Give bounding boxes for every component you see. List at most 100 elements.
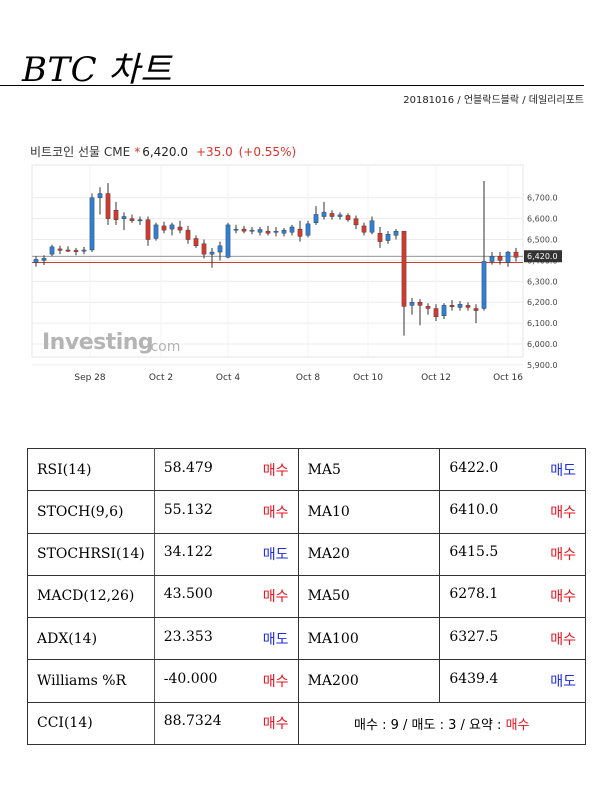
ma-value: 6439.4 [449, 671, 499, 688]
ma-name: MA50 [297, 574, 441, 619]
title-divider [0, 85, 584, 86]
y-tick-label: 6,200.0 [527, 298, 558, 307]
indicator-row: MACD(12,26) 43.500 매수 MA50 6278.1 매수 [27, 574, 586, 619]
y-tick-label: 5,900.0 [527, 361, 558, 370]
y-tick-label: 6,600.0 [527, 215, 558, 224]
candle-body [473, 308, 479, 311]
indicator-name: STOCHRSI(14) [27, 532, 155, 576]
ma-name: MA100 [297, 617, 441, 661]
x-tick-label: Oct 4 [216, 373, 240, 383]
indicator-name: RSI(14) [27, 447, 155, 492]
candle-body [377, 233, 383, 242]
indicator-row: STOCHRSI(14) 34.122 매도 MA20 6415.5 매수 [27, 532, 586, 576]
candle-body [65, 249, 71, 252]
indicator-row: STOCH(9,6) 55.132 매수 MA10 6410.0 매수 [27, 490, 586, 534]
ma-name: MA10 [297, 490, 441, 534]
candle-body [161, 225, 167, 231]
candle-body [345, 215, 351, 220]
plot-area [31, 164, 524, 358]
y-tick-label: 6,500.0 [527, 236, 558, 245]
indicator-name: STOCH(9,6) [27, 490, 155, 534]
y-tick-label: 6,000.0 [527, 340, 558, 349]
indicator-value: 43.500 [163, 586, 213, 603]
candlestick-chart: 6,700.06,600.06,500.06,400.06,300.06,200… [31, 164, 562, 383]
candle-body [361, 225, 367, 233]
ma-signal: 매수 [550, 631, 576, 648]
y-tick-label: 6,300.0 [527, 277, 558, 286]
candle-body [329, 213, 335, 217]
indicator-name: MACD(12,26) [27, 574, 155, 619]
instrument-price: 6,420.0 [142, 145, 188, 159]
candle-body [217, 245, 223, 253]
instrument-name: 비트코인 선물 CME [30, 145, 131, 159]
candle-body [465, 305, 471, 308]
candle-body [153, 224, 159, 239]
page-title: BTC 차트 [22, 50, 173, 90]
candles [33, 181, 519, 336]
x-tick-label: Oct 8 [296, 373, 320, 383]
indicator-row: ADX(14) 23.353 매도 MA100 6327.5 매수 [27, 617, 586, 661]
candle-body [73, 250, 79, 252]
ma-name: MA200 [297, 659, 441, 703]
candle-body [49, 246, 55, 255]
indicator-row-summary: CCI(14) 88.7324 매수 매수 : 9 / 매도 : 3 / 요약 :… [27, 701, 587, 746]
candle-body [137, 219, 143, 222]
indicator-name: CCI(14) [27, 701, 155, 746]
ma-value: 6410.0 [449, 501, 499, 518]
y-axis: 6,700.06,600.06,500.06,400.06,300.06,200… [524, 194, 562, 370]
ma-value: 6278.1 [449, 586, 499, 603]
candle-body [41, 258, 47, 261]
indicator-value: 55.132 [163, 501, 213, 518]
indicator-row: RSI(14) 58.479 매수 MA5 6422.0 매도 [27, 447, 586, 492]
candle-body [505, 251, 511, 263]
candle-body [265, 230, 271, 234]
current-price-label: 6,420.0 [527, 252, 558, 261]
ma-cell: 6415.5 매수 [439, 532, 586, 576]
current-price-tag [524, 250, 562, 263]
price-chart: 6,700.06,600.06,500.06,400.06,300.06,200… [28, 163, 576, 388]
ma-value: 6415.5 [449, 544, 499, 561]
indicator-value: 34.122 [163, 544, 213, 561]
indicator-cell: 55.132 매수 [153, 490, 299, 534]
indicator-signal: 매수 [262, 716, 289, 733]
candle-body [321, 212, 327, 217]
ma-name: MA20 [297, 532, 441, 576]
indicator-signal: 매수 [262, 462, 289, 479]
x-axis: Sep 28 Oct 2 Oct 4 Oct 8 Oct 10 Oct 12 Oct 16 [74, 373, 523, 383]
ma-signal: 매도 [550, 462, 576, 479]
indicator-cell: 58.479 매수 [153, 447, 299, 492]
candle-body [409, 302, 415, 306]
candle-body [305, 223, 311, 236]
signal-summary: 매수 : 9 / 매도 : 3 / 요약 : 매수 [297, 701, 587, 746]
candle-body [185, 229, 191, 240]
indicator-cell: 88.7324 매수 [153, 701, 299, 746]
candle-body [425, 306, 431, 309]
candle-body [121, 216, 127, 219]
candle-body [57, 248, 63, 251]
candle-body [313, 214, 319, 223]
candle-body [145, 219, 151, 240]
indicator-value: 23.353 [163, 628, 213, 645]
candle-body [369, 220, 375, 233]
ma-value: 6422.0 [449, 459, 499, 476]
candle-body [489, 256, 495, 262]
candle-body [257, 229, 263, 233]
candle-body [249, 229, 255, 232]
candle-body [457, 304, 463, 308]
candle-body [193, 238, 199, 246]
x-tick-label: Oct 2 [149, 373, 173, 383]
indicator-cell: 34.122 매도 [153, 532, 299, 576]
indicator-table-body: RSI(14) 58.479 매수 MA5 6422.0 매도 STOCH(9,6)… [27, 447, 587, 746]
x-tick-label: Oct 10 [353, 373, 383, 383]
x-tick-label: Oct 16 [493, 373, 523, 383]
indicator-signal: 매수 [262, 674, 289, 691]
candle-body [209, 251, 215, 255]
candle-body [225, 224, 231, 258]
indicator-value: 58.479 [163, 459, 213, 476]
candle-body [401, 230, 407, 307]
candle-body [481, 261, 487, 309]
candle-body [297, 228, 303, 237]
ma-cell: 6278.1 매수 [439, 574, 586, 619]
indicator-row: Williams %R -40.000 매수 MA200 6439.4 매도 [27, 659, 586, 703]
ma-cell: 6439.4 매도 [439, 659, 586, 703]
